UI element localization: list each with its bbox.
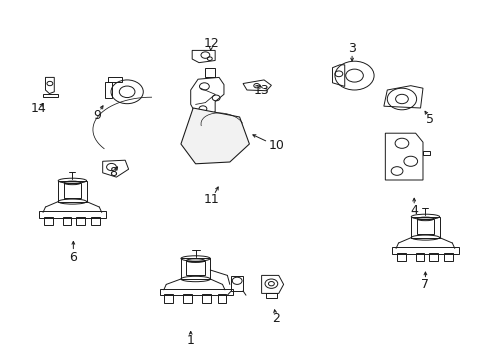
Bar <box>186 261 204 275</box>
Bar <box>163 294 172 303</box>
Bar <box>76 217 85 225</box>
Text: 13: 13 <box>253 84 269 96</box>
Bar <box>205 68 215 77</box>
Text: 9: 9 <box>93 109 101 122</box>
Bar <box>160 289 233 295</box>
Bar <box>64 183 81 198</box>
Text: 4: 4 <box>409 204 417 217</box>
Text: 3: 3 <box>347 42 355 55</box>
Bar <box>410 217 439 238</box>
Bar <box>44 217 53 225</box>
Bar <box>396 253 405 261</box>
Text: 6: 6 <box>69 251 77 264</box>
Bar <box>183 294 192 303</box>
Bar <box>415 253 424 261</box>
Bar <box>181 258 210 279</box>
Text: 11: 11 <box>203 193 219 206</box>
Bar <box>231 276 243 291</box>
Text: 1: 1 <box>186 334 194 347</box>
Bar <box>428 253 437 261</box>
Polygon shape <box>181 108 249 164</box>
Bar <box>217 294 226 303</box>
Bar <box>391 247 458 254</box>
Text: 5: 5 <box>426 113 433 126</box>
Bar <box>91 217 100 225</box>
Bar <box>62 217 71 225</box>
Bar <box>202 294 210 303</box>
Text: 14: 14 <box>30 102 46 115</box>
Bar <box>443 253 452 261</box>
Text: 8: 8 <box>109 166 117 179</box>
Bar <box>416 219 433 234</box>
Text: 12: 12 <box>203 37 219 50</box>
Bar <box>39 211 105 218</box>
Text: 7: 7 <box>421 278 428 291</box>
Text: 2: 2 <box>272 312 280 325</box>
Bar <box>58 181 86 202</box>
Text: 10: 10 <box>268 139 284 152</box>
